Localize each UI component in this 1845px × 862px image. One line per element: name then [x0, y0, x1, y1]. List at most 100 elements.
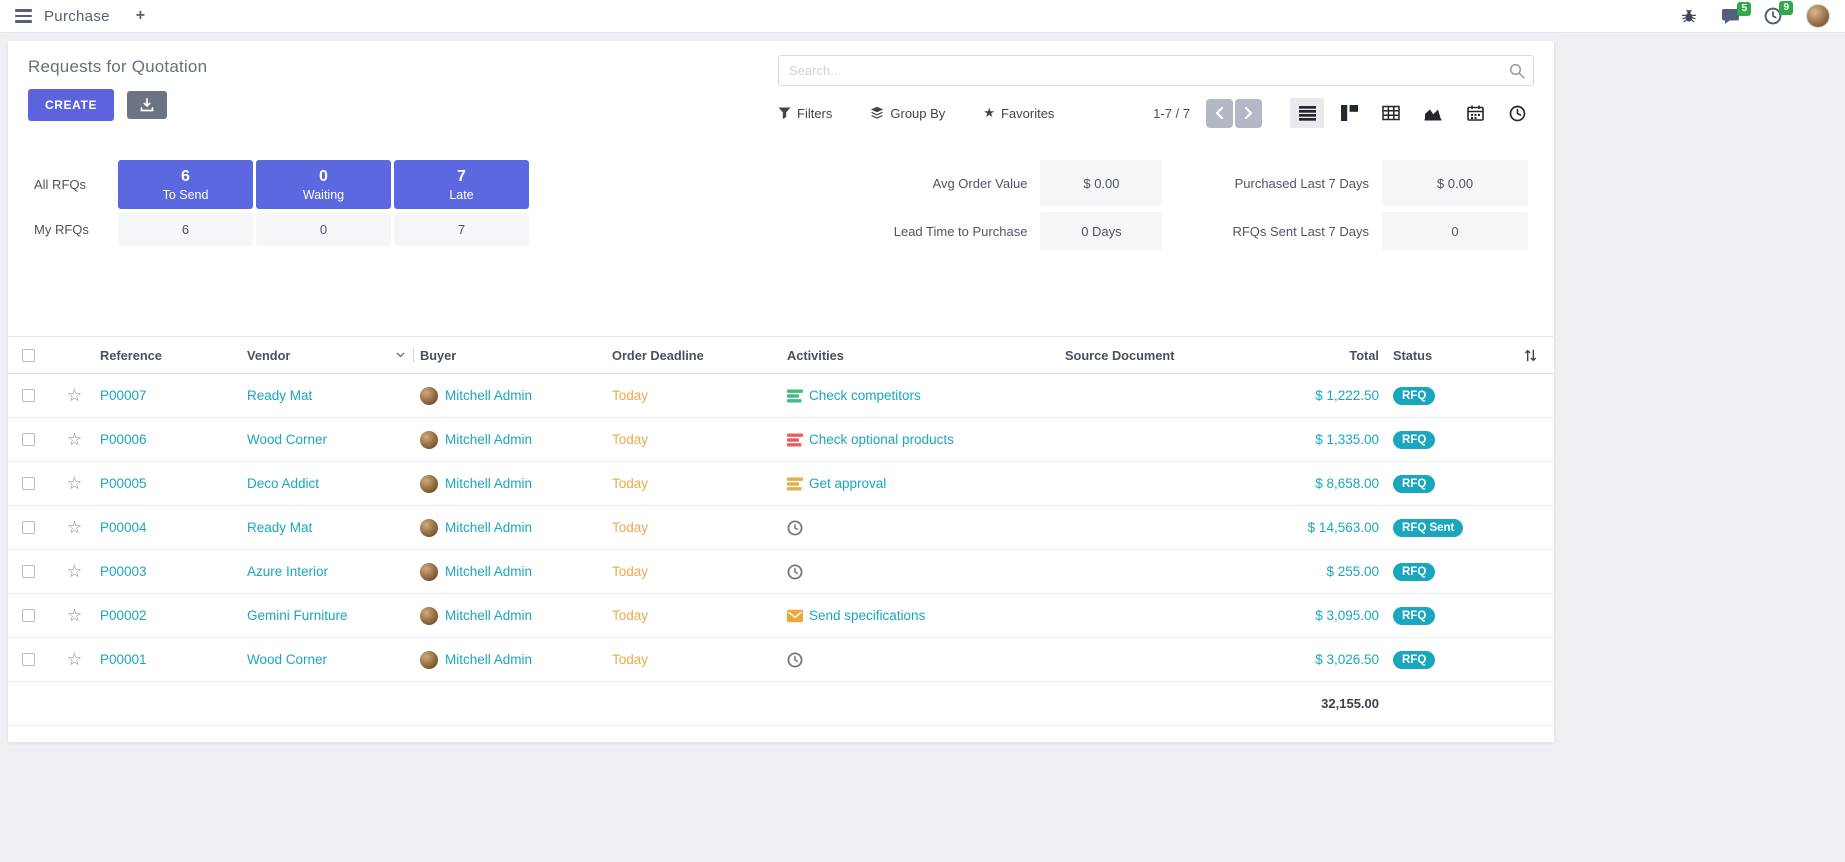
view-graph-icon[interactable]	[1416, 98, 1450, 128]
favorite-star-icon[interactable]: ☆	[66, 562, 83, 581]
vendor-link[interactable]: Deco Addict	[247, 476, 320, 491]
vendor-link[interactable]: Ready Mat	[247, 388, 313, 403]
search-icon[interactable]	[1509, 63, 1525, 79]
reference-link[interactable]: P00007	[100, 388, 147, 403]
messages-icon[interactable]: 5	[1721, 1, 1751, 25]
view-activity-icon[interactable]	[1500, 98, 1534, 128]
app-name[interactable]: Purchase	[44, 7, 110, 25]
favorite-star-icon[interactable]: ☆	[66, 606, 83, 625]
table-row[interactable]: ☆ P00003 Azure Interior Mitchell Admin T…	[8, 550, 1554, 594]
order-deadline: Today	[612, 520, 649, 535]
kpi-avg-order-value-label: Avg Order Value	[932, 175, 1028, 191]
view-list-icon[interactable]	[1290, 98, 1324, 128]
row-total: $ 3,095.00	[1315, 608, 1379, 623]
vendor-link[interactable]: Wood Corner	[247, 432, 328, 447]
new-tab-plus-icon[interactable]: +	[135, 7, 146, 24]
header-vendor[interactable]: Vendor	[247, 347, 414, 363]
table-header: Reference Vendor Buyer Order Deadline Ac…	[8, 336, 1554, 374]
table-row[interactable]: ☆ P00002 Gemini Furniture Mitchell Admin…	[8, 594, 1554, 638]
kpi-rfqs-sent-7d-label: RFQs Sent Last 7 Days	[1232, 223, 1369, 239]
optional-columns-icon[interactable]	[1523, 348, 1538, 363]
activities-clock-icon[interactable]: 9	[1764, 1, 1793, 25]
my-late-tile[interactable]: 7	[394, 213, 529, 246]
favorites-button[interactable]: ★ Favorites	[983, 105, 1055, 121]
filters-button[interactable]: Filters	[778, 106, 832, 121]
activity-cell[interactable]	[787, 520, 1065, 536]
row-checkbox[interactable]	[22, 433, 35, 446]
row-checkbox[interactable]	[22, 389, 35, 402]
export-button[interactable]	[126, 90, 167, 119]
favorite-star-icon[interactable]: ☆	[66, 650, 83, 669]
search-input[interactable]	[779, 56, 1533, 85]
buyer-avatar	[420, 430, 438, 449]
footer-total: 32,155.00	[1321, 696, 1379, 711]
activity-cell[interactable]	[787, 564, 1065, 580]
row-total: $ 1,335.00	[1315, 432, 1379, 447]
table-row[interactable]: ☆ P00004 Ready Mat Mitchell Admin Today …	[8, 506, 1554, 550]
purchase-dashboard: All RFQs My RFQs 6 To Send 0 Waiting 7 L…	[8, 152, 1554, 336]
header-status[interactable]: Status	[1393, 347, 1433, 363]
view-calendar-icon[interactable]	[1458, 98, 1492, 128]
reference-link[interactable]: P00006	[100, 432, 147, 447]
my-waiting-tile[interactable]: 0	[256, 213, 391, 246]
rfq-list: Reference Vendor Buyer Order Deadline Ac…	[8, 336, 1554, 726]
row-checkbox[interactable]	[22, 609, 35, 622]
tile-late[interactable]: 7 Late	[394, 160, 529, 209]
reference-link[interactable]: P00001	[100, 652, 147, 667]
row-checkbox[interactable]	[22, 477, 35, 490]
view-pivot-icon[interactable]	[1374, 98, 1408, 128]
header-reference[interactable]: Reference	[100, 347, 162, 363]
vendor-link[interactable]: Azure Interior	[247, 564, 329, 579]
apps-menu-icon[interactable]	[15, 9, 32, 23]
row-checkbox[interactable]	[22, 653, 35, 666]
activity-cell[interactable]: Check competitors	[787, 388, 1065, 404]
reference-link[interactable]: P00002	[100, 608, 147, 623]
select-all-checkbox[interactable]	[22, 348, 35, 362]
table-row[interactable]: ☆ P00006 Wood Corner Mitchell Admin Toda…	[8, 418, 1554, 462]
group-by-button[interactable]: Group By	[870, 106, 945, 121]
table-row[interactable]: ☆ P00001 Wood Corner Mitchell Admin Toda…	[8, 638, 1554, 682]
vendor-link[interactable]: Wood Corner	[247, 652, 328, 667]
create-button[interactable]: CREATE	[28, 89, 115, 121]
header-deadline[interactable]: Order Deadline	[612, 347, 704, 363]
buyer-avatar	[420, 650, 438, 669]
row-checkbox[interactable]	[22, 521, 35, 534]
buyer-avatar	[420, 562, 438, 581]
tasks-icon	[787, 389, 803, 402]
favorite-star-icon[interactable]: ☆	[66, 430, 83, 449]
tile-waiting[interactable]: 0 Waiting	[256, 160, 391, 209]
activity-cell[interactable]: Check optional products	[787, 432, 1065, 448]
table-row[interactable]: ☆ P00007 Ready Mat Mitchell Admin Today …	[8, 374, 1554, 418]
header-source[interactable]: Source Document	[1065, 347, 1175, 363]
my-to-send-tile[interactable]: 6	[118, 213, 253, 246]
favorite-star-icon[interactable]: ☆	[66, 474, 83, 493]
favorite-star-icon[interactable]: ☆	[66, 386, 83, 405]
kpi-purchased-7d-label: Purchased Last 7 Days	[1234, 175, 1369, 191]
reference-link[interactable]: P00005	[100, 476, 147, 491]
clock-icon	[787, 564, 803, 579]
row-total: $ 14,563.00	[1307, 520, 1379, 535]
pager-next-button[interactable]	[1235, 98, 1262, 128]
vendor-link[interactable]: Gemini Furniture	[247, 608, 348, 623]
header-total[interactable]: Total	[1349, 347, 1379, 363]
status-badge: RFQ	[1393, 386, 1436, 405]
row-total: $ 8,658.00	[1315, 476, 1379, 491]
header-activities[interactable]: Activities	[787, 347, 844, 363]
favorite-star-icon[interactable]: ☆	[66, 518, 83, 537]
table-row[interactable]: ☆ P00005 Deco Addict Mitchell Admin Toda…	[8, 462, 1554, 506]
header-buyer[interactable]: Buyer	[420, 347, 457, 363]
vendor-link[interactable]: Ready Mat	[247, 520, 313, 535]
pager-previous-button[interactable]	[1206, 98, 1233, 128]
view-kanban-icon[interactable]	[1332, 98, 1366, 128]
reference-link[interactable]: P00004	[100, 520, 147, 535]
tile-to-send[interactable]: 6 To Send	[118, 160, 253, 209]
activity-cell[interactable]: Get approval	[787, 476, 1065, 492]
user-avatar[interactable]	[1806, 4, 1830, 28]
buyer-name: Mitchell Admin	[445, 564, 533, 579]
my-rfqs-label: My RFQs	[34, 222, 89, 237]
activity-cell[interactable]	[787, 652, 1065, 668]
row-checkbox[interactable]	[22, 565, 35, 578]
activity-cell[interactable]: Send specifications	[787, 608, 1065, 624]
debug-bug-icon[interactable]	[1681, 8, 1697, 24]
reference-link[interactable]: P00003	[100, 564, 147, 579]
